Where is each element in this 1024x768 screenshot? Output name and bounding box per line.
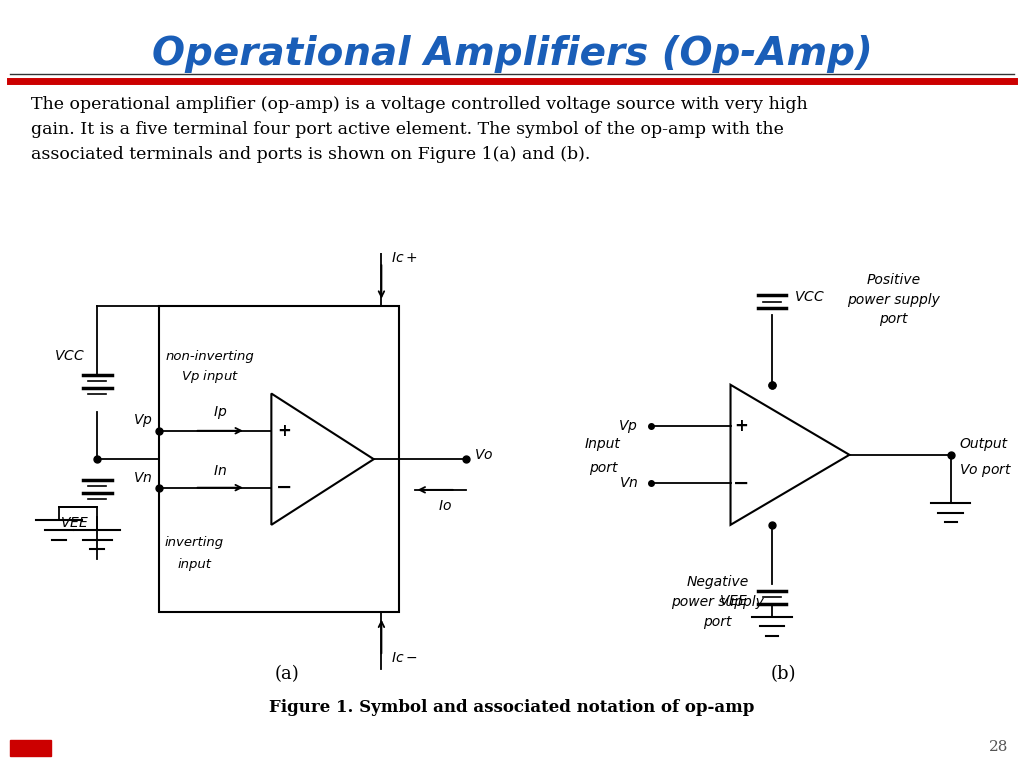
- Text: port: port: [703, 614, 731, 628]
- Text: $Ic+$: $Ic+$: [391, 251, 417, 265]
- Text: $Vp$: $Vp$: [618, 418, 638, 435]
- Text: Figure 1. Symbol and associated notation of op-amp: Figure 1. Symbol and associated notation…: [269, 699, 755, 716]
- Text: non-inverting: non-inverting: [166, 350, 254, 363]
- Text: The operational amplifier (op-amp) is a voltage controlled voltage source with v: The operational amplifier (op-amp) is a …: [31, 96, 808, 163]
- Text: +: +: [278, 422, 291, 440]
- Text: $Vn$: $Vn$: [133, 472, 153, 485]
- Bar: [10, 740, 51, 756]
- Text: power supply: power supply: [671, 595, 764, 609]
- Text: $Ic-$: $Ic-$: [391, 651, 417, 665]
- Text: $Ip$: $Ip$: [213, 404, 227, 421]
- Text: Operational Amplifiers (Op-Amp): Operational Amplifiers (Op-Amp): [152, 35, 872, 72]
- Text: (a): (a): [274, 664, 299, 683]
- Text: input: input: [177, 558, 212, 571]
- Text: Negative: Negative: [686, 575, 749, 589]
- Text: $Vp$: $Vp$: [133, 412, 153, 429]
- Text: port: port: [880, 313, 907, 326]
- Text: −: −: [276, 478, 292, 497]
- Text: Input: Input: [585, 437, 621, 451]
- Text: Output: Output: [959, 437, 1008, 451]
- Text: port: port: [589, 461, 617, 475]
- Text: $VEE$: $VEE$: [719, 594, 748, 608]
- Text: −: −: [733, 474, 750, 493]
- Text: $VCC$: $VCC$: [795, 290, 825, 304]
- Text: $Vn$: $Vn$: [618, 476, 638, 490]
- Text: inverting: inverting: [165, 536, 224, 549]
- Text: $VEE$: $VEE$: [59, 516, 89, 530]
- Text: $Io$: $Io$: [438, 499, 453, 514]
- Text: +: +: [734, 417, 749, 435]
- Text: (b): (b): [771, 664, 796, 683]
- Text: $Vp$ input: $Vp$ input: [181, 368, 239, 385]
- Text: Positive: Positive: [866, 273, 921, 287]
- Text: 28: 28: [989, 740, 1009, 754]
- Bar: [159, 306, 399, 612]
- Text: $Vo$ port: $Vo$ port: [959, 462, 1013, 478]
- Text: $In$: $In$: [213, 464, 227, 478]
- Text: $VCC$: $VCC$: [53, 349, 85, 363]
- Text: power supply: power supply: [847, 293, 940, 306]
- Text: $Vo$: $Vo$: [473, 448, 493, 462]
